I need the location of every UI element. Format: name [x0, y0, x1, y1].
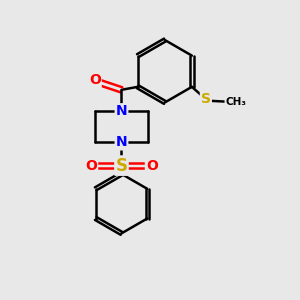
- Text: CH₃: CH₃: [225, 97, 246, 107]
- Text: N: N: [116, 104, 127, 118]
- Text: N: N: [116, 135, 127, 149]
- Text: O: O: [146, 159, 158, 172]
- Text: S: S: [201, 92, 211, 106]
- Text: O: O: [89, 73, 101, 87]
- Text: S: S: [116, 157, 128, 175]
- Text: O: O: [85, 159, 97, 172]
